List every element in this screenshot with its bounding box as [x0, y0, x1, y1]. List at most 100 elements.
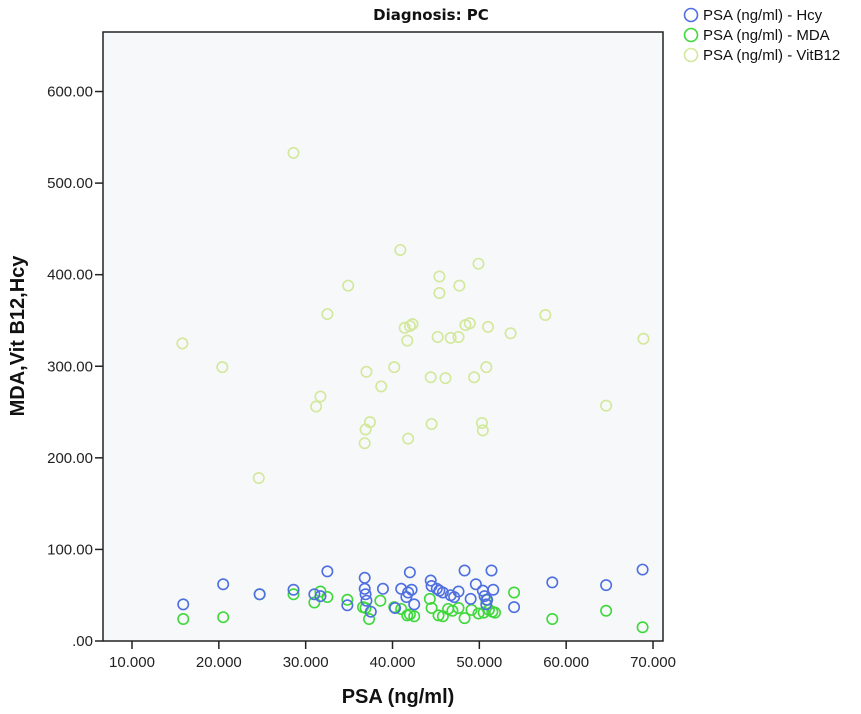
data-point — [402, 586, 415, 599]
data-point — [475, 417, 488, 430]
data-point — [402, 432, 415, 445]
data-point — [468, 371, 481, 384]
data-point — [342, 279, 355, 292]
data-point — [360, 594, 373, 607]
data-point — [636, 563, 649, 576]
data-point — [508, 601, 521, 614]
data-point — [600, 604, 613, 617]
data-point — [287, 583, 300, 596]
data-point — [358, 582, 371, 595]
data-point — [439, 372, 452, 385]
data-point — [405, 583, 418, 596]
legend-item: PSA (ng/ml) - VitB12 — [683, 47, 840, 64]
data-point — [310, 400, 323, 413]
data-point — [452, 330, 465, 343]
data-point — [431, 330, 444, 343]
data-point — [359, 588, 372, 601]
data-point — [253, 588, 266, 601]
data-point — [321, 565, 334, 578]
chart-title: Diagnosis: PC — [373, 6, 489, 24]
data-point — [636, 621, 649, 634]
data-point — [430, 582, 443, 595]
x-tick-label: 50.000 — [456, 654, 502, 671]
data-point — [452, 602, 465, 615]
data-point — [217, 611, 230, 624]
data-point — [637, 332, 650, 345]
data-point — [472, 607, 485, 620]
data-point — [446, 604, 459, 617]
data-point — [217, 578, 230, 591]
data-point — [433, 286, 446, 299]
x-tick-label: 70.000 — [630, 654, 676, 671]
legend-marker-icon — [683, 7, 699, 23]
data-point — [433, 270, 446, 283]
data-point — [464, 592, 477, 605]
data-point — [401, 334, 414, 347]
data-point — [308, 588, 321, 601]
legend-label: PSA (ng/ml) - MDA — [703, 27, 830, 44]
data-point — [364, 605, 377, 618]
data-point — [389, 602, 402, 615]
x-axis-ticks: 10.000 20.000 30.000 40.000 50.000 60.000 70.0… — [109, 641, 676, 671]
data-point — [314, 390, 327, 403]
legend-marker-icon — [683, 47, 699, 63]
y-tick-label: 300.00 — [47, 358, 93, 375]
y-tick-label: 400.00 — [47, 267, 93, 284]
data-point — [600, 399, 613, 412]
data-point — [546, 613, 559, 626]
legend: PSA (ng/ml) - Hcy PSA (ng/ml) - MDA PSA (n… — [683, 7, 840, 64]
data-point — [395, 602, 408, 615]
data-point — [488, 606, 501, 619]
data-point — [374, 594, 387, 607]
data-point — [452, 585, 465, 598]
data-point — [424, 371, 437, 384]
data-point — [458, 564, 471, 577]
data-point — [363, 613, 376, 626]
data-point — [321, 308, 334, 321]
data-point — [360, 365, 373, 378]
x-tick-label: 10.000 — [109, 654, 155, 671]
data-point — [504, 327, 517, 340]
legend-item: PSA (ng/ml) - MDA — [683, 27, 830, 44]
plot-area — [102, 31, 664, 642]
data-point — [444, 331, 457, 344]
data-point — [476, 424, 489, 437]
data-point — [406, 318, 419, 331]
data-point — [363, 416, 376, 429]
data-point — [216, 361, 229, 374]
legend-item: PSA (ng/ml) - Hcy — [683, 7, 823, 24]
data-point — [375, 380, 388, 393]
data-point — [508, 586, 521, 599]
y-tick-label: 600.00 — [47, 84, 93, 101]
data-point — [408, 598, 421, 611]
data-point — [423, 592, 436, 605]
data-points — [176, 146, 650, 634]
y-tick-label: .00 — [72, 633, 93, 650]
y-tick-label: 200.00 — [47, 450, 93, 467]
y-axis-ticks: .00 100.00 200.00 300.00 400.00 500.00 600.00 — [47, 84, 103, 650]
data-point — [472, 257, 485, 270]
data-point — [480, 361, 493, 374]
x-tick-label: 20.000 — [196, 654, 242, 671]
data-point — [436, 586, 449, 599]
x-tick-label: 30.000 — [283, 654, 329, 671]
data-point — [487, 583, 500, 596]
data-point — [308, 596, 321, 609]
legend-label: PSA (ng/ml) - Hcy — [703, 7, 823, 24]
series-0 — [177, 563, 649, 618]
data-point — [287, 146, 300, 159]
data-point — [358, 437, 371, 450]
data-point — [539, 308, 552, 321]
data-point — [394, 243, 407, 256]
data-point — [453, 279, 466, 292]
data-point — [481, 593, 494, 606]
data-point — [388, 361, 401, 374]
data-point — [424, 574, 437, 587]
data-point — [252, 471, 265, 484]
data-point — [469, 578, 482, 591]
data-point — [376, 582, 389, 595]
data-point — [408, 610, 421, 623]
legend-label: PSA (ng/ml) - VitB12 — [703, 47, 840, 64]
data-point — [432, 609, 445, 622]
